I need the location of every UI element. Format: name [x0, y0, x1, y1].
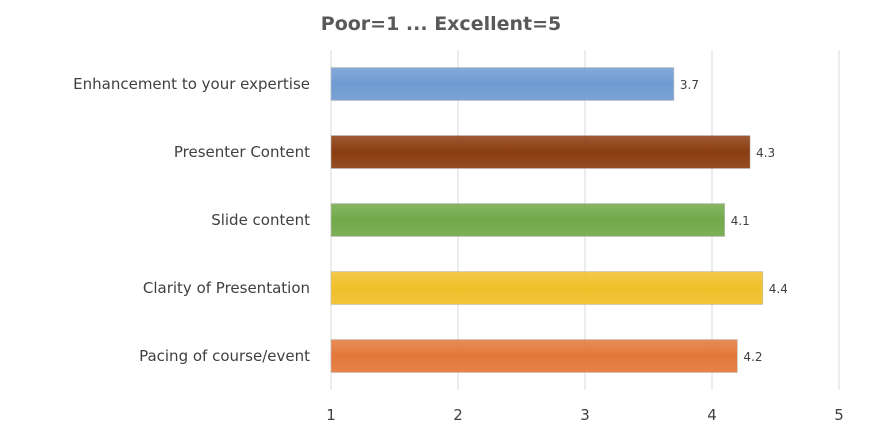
category-label: Presenter Content [174, 143, 310, 161]
bar [330, 67, 675, 101]
category-label: Slide content [211, 211, 310, 229]
x-tick-label: 3 [580, 406, 590, 424]
bar [330, 135, 751, 169]
data-label: 4.3 [756, 146, 775, 160]
category-labels: Enhancement to your expertise Presenter C… [73, 75, 310, 365]
data-label: 3.7 [680, 78, 699, 92]
x-tick-label: 4 [707, 406, 717, 424]
data-label: 4.4 [769, 282, 788, 296]
bar [330, 271, 764, 305]
data-label: 4.1 [731, 214, 750, 228]
x-tick-label: 2 [453, 406, 463, 424]
bars [330, 67, 764, 373]
category-label: Enhancement to your expertise [73, 75, 310, 93]
chart-title: Poor=1 ... Excellent=5 [321, 13, 561, 35]
x-axis-ticks: 1 2 3 4 5 [326, 406, 844, 424]
bar [330, 339, 738, 373]
x-tick-label: 5 [834, 406, 844, 424]
category-label: Clarity of Presentation [143, 279, 310, 297]
data-labels: 3.7 4.3 4.1 4.4 4.2 [680, 78, 788, 364]
x-tick-label: 1 [326, 406, 336, 424]
category-label: Pacing of course/event [139, 347, 310, 365]
bar [330, 203, 726, 237]
data-label: 4.2 [743, 350, 762, 364]
